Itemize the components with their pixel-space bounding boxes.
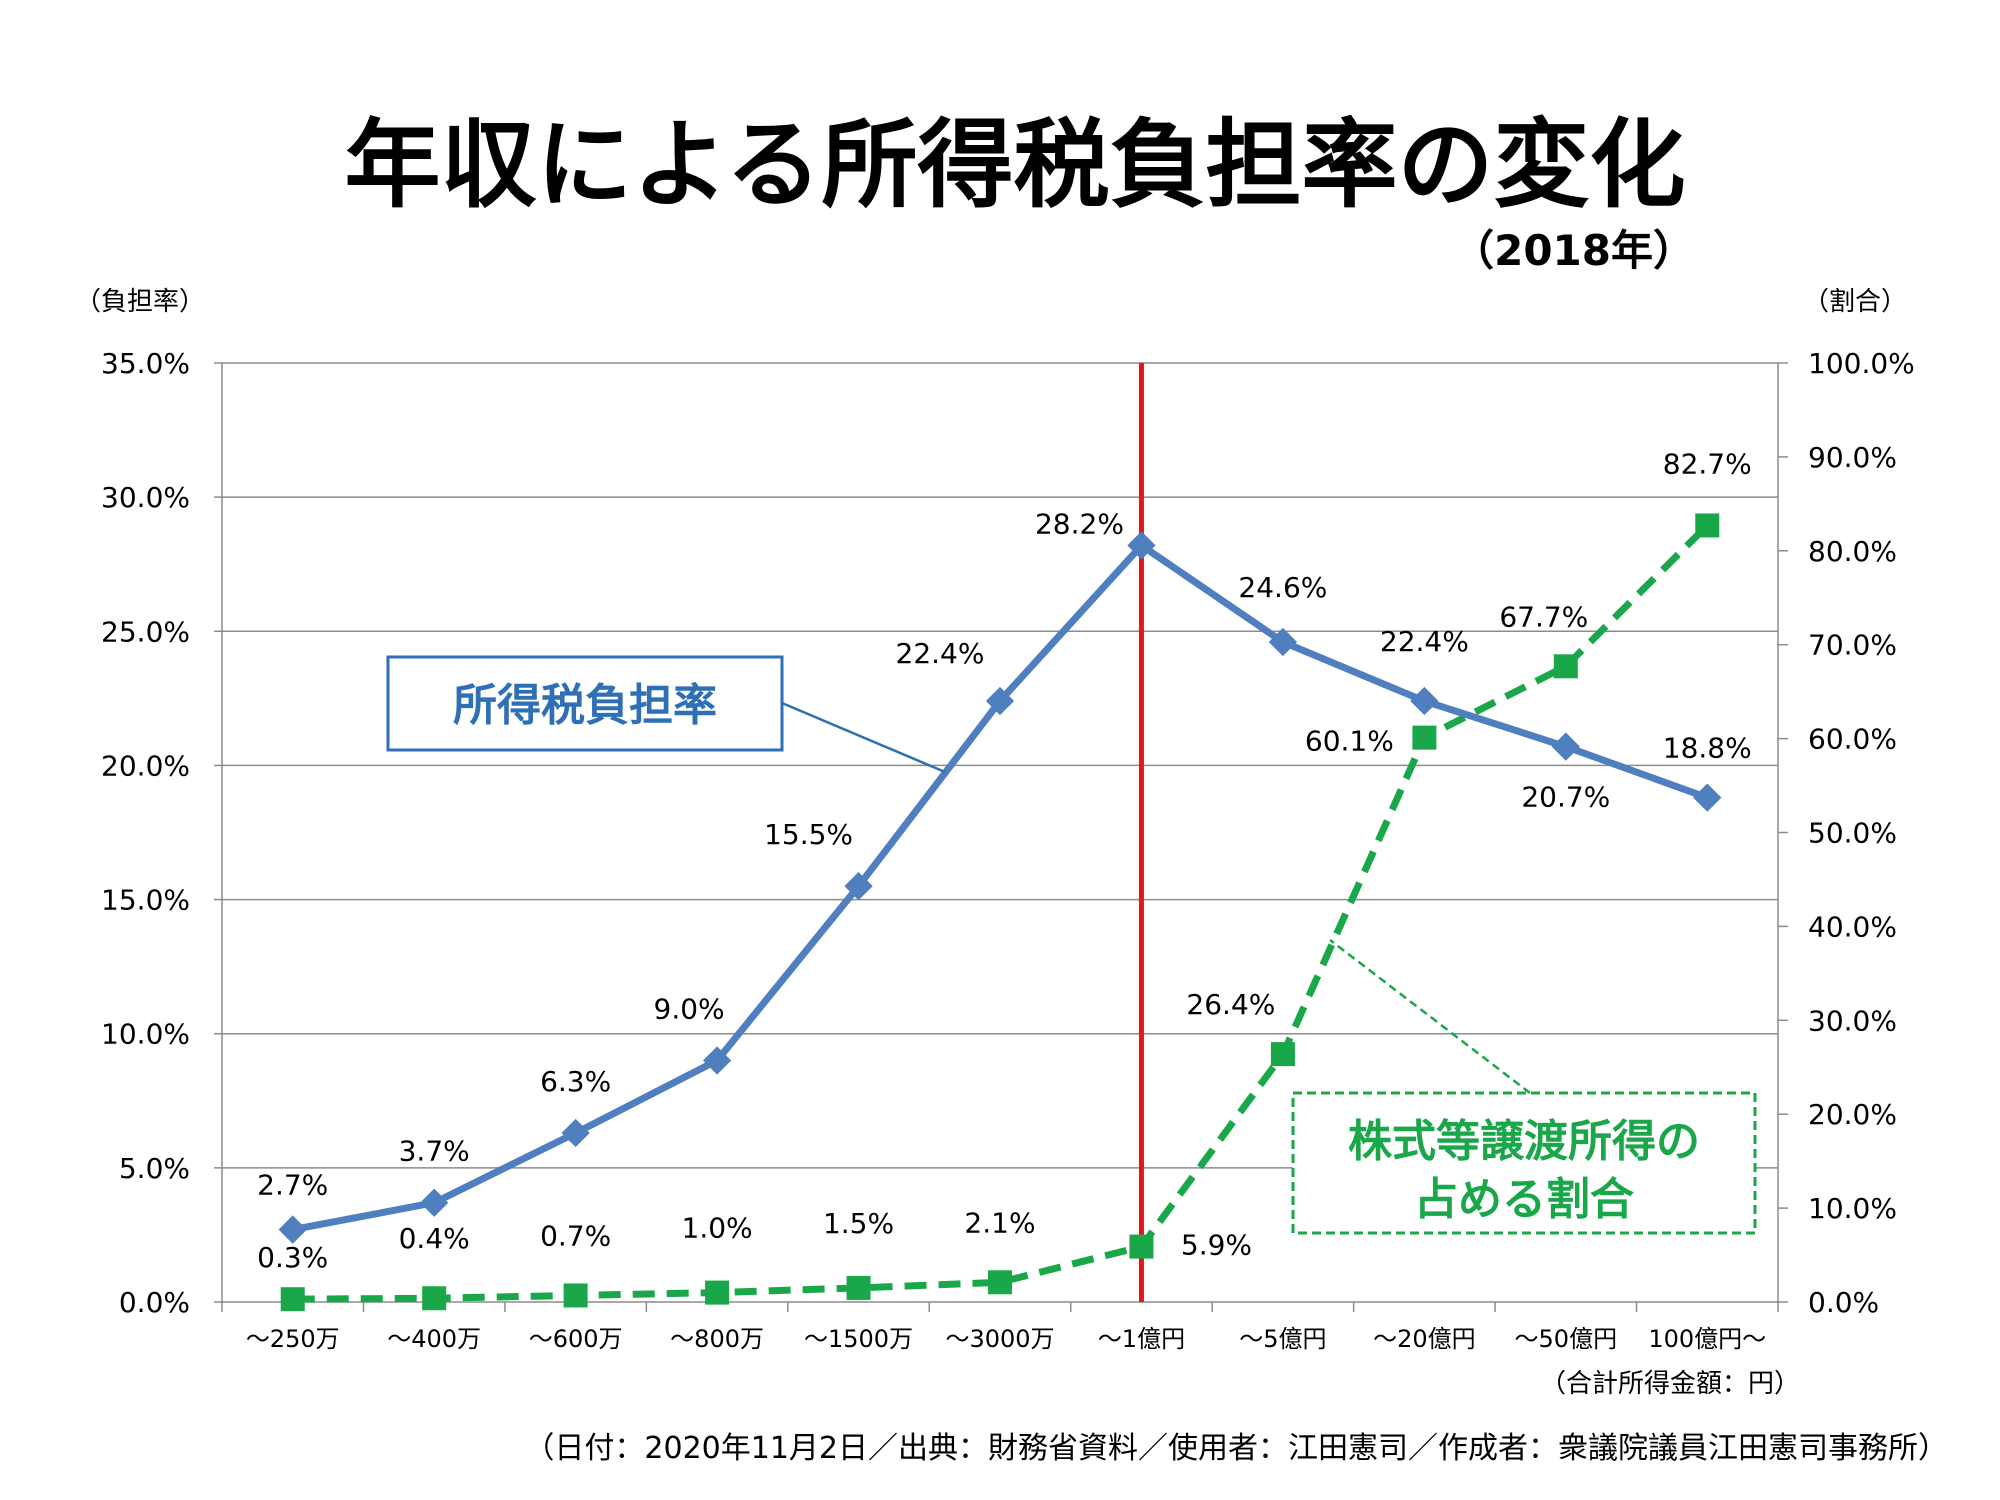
share-data-label: 82.7%	[1663, 447, 1752, 480]
share-marker	[563, 1283, 588, 1308]
burden-marker	[561, 1118, 590, 1148]
burden-data-label: 20.7%	[1521, 781, 1610, 814]
share-data-label: 67.7%	[1499, 600, 1588, 633]
right-tick-label: 20.0%	[1808, 1098, 1897, 1131]
right-tick-label: 50.0%	[1808, 817, 1897, 850]
left-tick-label: 5.0%	[119, 1152, 190, 1185]
share-marker	[705, 1280, 730, 1305]
left-tick-label: 35.0%	[101, 347, 190, 380]
burden-callout-leader	[781, 701, 946, 774]
left-tick-label: 10.0%	[101, 1018, 190, 1051]
burden-data-label: 15.5%	[764, 818, 853, 851]
right-tick-label: 10.0%	[1808, 1192, 1897, 1225]
share-data-label: 0.3%	[257, 1241, 328, 1274]
share-marker	[1412, 725, 1437, 750]
share-marker	[988, 1270, 1012, 1295]
burden-marker	[1410, 686, 1439, 716]
category-label: 100億円～	[1648, 1325, 1766, 1353]
share-data-label: 1.0%	[682, 1212, 753, 1245]
burden-data-label: 6.3%	[540, 1065, 611, 1098]
burden-data-label: 24.6%	[1238, 571, 1327, 604]
right-tick-label: 90.0%	[1808, 441, 1897, 474]
share-callout-box	[1291, 1091, 1757, 1235]
chart-title: 年収による所得税負担率の変化	[344, 109, 1685, 221]
x-axis-unit: （合計所得金額：円）	[1540, 1369, 1800, 1399]
category-label: ～1500万	[804, 1325, 913, 1353]
left-tick-label: 20.0%	[101, 749, 190, 782]
share-data-label: 2.1%	[964, 1206, 1035, 1239]
data-labels: 2.7% 3.7% 6.3% 9.0% 15.5% 22.4% 28.2% 24.6% 22.4…	[257, 447, 1752, 1274]
share-callout-leader	[1329, 939, 1531, 1094]
burden-marker	[844, 872, 873, 901]
burden-marker	[1693, 783, 1722, 812]
burden-data-label: 18.8%	[1663, 732, 1752, 765]
category-label: ～50億円	[1515, 1325, 1618, 1353]
burden-marker	[278, 1215, 307, 1244]
burden-marker	[985, 686, 1015, 716]
burden-marker	[1268, 627, 1298, 657]
burden-data-label: 3.7%	[399, 1135, 470, 1168]
chart-subtitle: （2018年）	[1452, 226, 1695, 275]
footer-note: （日付：2020年11月2日／出典：財務省資料／使用者：江田憲司／作成者：衆議院…	[524, 1431, 1948, 1466]
share-callout-label: 株式等譲渡所得の	[1348, 1116, 1700, 1167]
share-marker	[1695, 513, 1720, 538]
category-label: ～5億円	[1239, 1325, 1326, 1353]
category-label: ～600万	[529, 1325, 623, 1353]
left-tick-label: 0.0%	[119, 1286, 190, 1319]
grid-lines	[222, 362, 1778, 1169]
share-data-label: 26.4%	[1186, 988, 1275, 1021]
tick-labels: 0.0% 5.0% 10.0% 15.0% 20.0% 25.0% 30.0% 35.0% 0.…	[101, 347, 1915, 1319]
left-tick-label: 30.0%	[101, 481, 190, 514]
share-marker	[1270, 1042, 1295, 1067]
share-marker	[846, 1275, 871, 1300]
category-label: ～1億円	[1098, 1325, 1185, 1353]
category-label: ～800万	[670, 1325, 764, 1353]
right-tick-label: 100.0%	[1808, 347, 1915, 380]
right-tick-label: 60.0%	[1808, 723, 1897, 756]
share-marker	[280, 1287, 305, 1312]
burden-callout-box	[386, 655, 784, 752]
category-label: ～3000万	[945, 1325, 1054, 1353]
burden-marker	[1551, 732, 1580, 761]
share-data-label: 0.4%	[399, 1222, 470, 1255]
burden-data-label: 9.0%	[654, 993, 725, 1026]
burden-data-label: 22.4%	[896, 637, 985, 670]
category-label: ～400万	[387, 1325, 481, 1353]
burden-data-label: 2.7%	[257, 1169, 328, 1202]
right-tick-label: 70.0%	[1808, 629, 1897, 662]
right-axis-unit: （割合）	[1803, 287, 1907, 317]
left-axis-unit: （負担率）	[75, 287, 205, 317]
share-data-label: 1.5%	[823, 1207, 894, 1240]
right-tick-label: 80.0%	[1808, 535, 1897, 568]
left-tick-label: 25.0%	[101, 615, 190, 648]
category-label: ～20億円	[1373, 1325, 1476, 1353]
burden-data-label: 28.2%	[1035, 507, 1124, 540]
right-tick-label: 0.0%	[1808, 1286, 1879, 1319]
burden-marker	[1127, 531, 1156, 560]
left-tick-label: 15.0%	[101, 884, 190, 917]
burden-callout-label: 所得税負担率	[453, 680, 717, 731]
burden-marker	[420, 1188, 449, 1217]
share-marker	[1129, 1234, 1154, 1259]
share-callout-label: 占める割合	[1414, 1174, 1634, 1225]
right-tick-label: 30.0%	[1808, 1004, 1897, 1037]
share-marker	[422, 1286, 447, 1311]
burden-data-label: 22.4%	[1380, 625, 1469, 658]
category-labels: ～250万 ～400万 ～600万 ～800万 ～1500万 ～3000万 ～1億円 ～5億円…	[246, 1325, 1766, 1353]
share-data-label: 60.1%	[1305, 725, 1394, 758]
burden-marker	[702, 1046, 732, 1075]
axes	[214, 362, 1788, 1312]
share-data-label: 5.9%	[1181, 1229, 1252, 1262]
right-tick-label: 40.0%	[1808, 910, 1897, 943]
category-label: ～250万	[246, 1325, 340, 1353]
series-group	[278, 513, 1722, 1312]
share-data-label: 0.7%	[540, 1219, 611, 1252]
share-marker	[1553, 654, 1578, 679]
